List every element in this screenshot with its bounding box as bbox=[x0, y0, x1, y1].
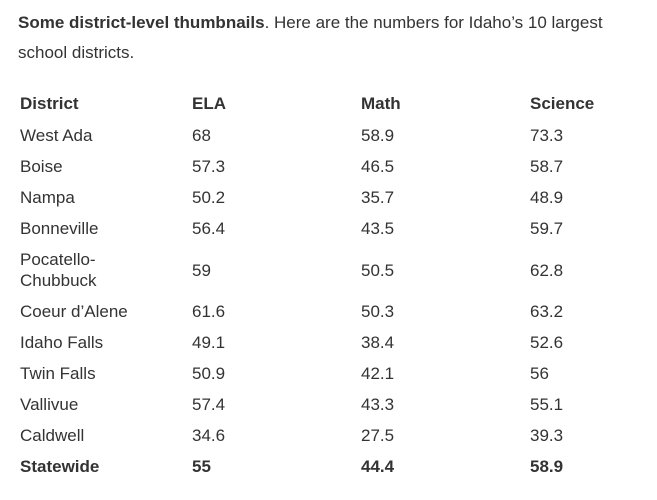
intro-paragraph: Some district-level thumbnails. Here are… bbox=[18, 8, 648, 68]
statewide-total-row: Statewide 55 44.4 58.9 bbox=[10, 451, 642, 482]
table-row: West Ada 68 58.9 73.3 bbox=[10, 120, 642, 151]
science-score: 63.2 bbox=[530, 301, 564, 321]
header-district: District bbox=[20, 94, 79, 113]
math-score: 27.5 bbox=[361, 425, 395, 445]
header-math: Math bbox=[361, 94, 401, 113]
table-row: Coeur d’Alene 61.6 50.3 63.2 bbox=[10, 296, 642, 327]
science-score: 58.9 bbox=[530, 456, 564, 476]
table-row: Bonneville 56.4 43.5 59.7 bbox=[10, 213, 642, 244]
table-row: Pocatello- Chubbuck 59 50.5 62.8 bbox=[10, 244, 642, 296]
ela-score: 57.4 bbox=[192, 394, 226, 414]
ela-score: 49.1 bbox=[192, 332, 226, 352]
district-name: Nampa bbox=[20, 187, 75, 207]
science-score: 55.1 bbox=[530, 394, 564, 414]
header-science: Science bbox=[530, 94, 595, 113]
science-score: 39.3 bbox=[530, 425, 564, 445]
table-row: Idaho Falls 49.1 38.4 52.6 bbox=[10, 327, 642, 358]
district-name: Statewide bbox=[20, 456, 100, 476]
math-score: 42.1 bbox=[361, 363, 395, 383]
district-name: West Ada bbox=[20, 125, 93, 145]
science-score: 56 bbox=[530, 363, 549, 383]
science-score: 52.6 bbox=[530, 332, 564, 352]
table-row: Nampa 50.2 35.7 48.9 bbox=[10, 182, 642, 213]
science-score: 59.7 bbox=[530, 218, 564, 238]
district-name: Idaho Falls bbox=[20, 332, 104, 352]
ela-score: 50.2 bbox=[192, 187, 226, 207]
district-scores-table: District ELA Math Science West Ada 68 58… bbox=[10, 88, 642, 482]
math-score: 43.3 bbox=[361, 394, 395, 414]
ela-score: 55 bbox=[192, 456, 211, 476]
district-name: Pocatello- Chubbuck bbox=[20, 250, 97, 290]
math-score: 50.5 bbox=[361, 260, 395, 280]
intro-bold-lead: Some district-level thumbnails bbox=[18, 13, 265, 32]
ela-score: 68 bbox=[192, 125, 211, 145]
math-score: 44.4 bbox=[361, 456, 395, 476]
table-row: Boise 57.3 46.5 58.7 bbox=[10, 151, 642, 182]
district-name: Boise bbox=[20, 156, 63, 176]
science-score: 73.3 bbox=[530, 125, 564, 145]
district-name: Bonneville bbox=[20, 218, 99, 238]
district-name: Caldwell bbox=[20, 425, 85, 445]
ela-score: 50.9 bbox=[192, 363, 226, 383]
district-name: Vallivue bbox=[20, 394, 79, 414]
ela-score: 59 bbox=[192, 260, 211, 280]
district-name: Coeur d’Alene bbox=[20, 301, 128, 321]
table-header-row: District ELA Math Science bbox=[10, 88, 642, 120]
science-score: 48.9 bbox=[530, 187, 564, 207]
math-score: 43.5 bbox=[361, 218, 395, 238]
ela-score: 56.4 bbox=[192, 218, 226, 238]
district-name: Twin Falls bbox=[20, 363, 96, 383]
math-score: 38.4 bbox=[361, 332, 395, 352]
ela-score: 61.6 bbox=[192, 301, 226, 321]
science-score: 62.8 bbox=[530, 260, 564, 280]
table-row: Vallivue 57.4 43.3 55.1 bbox=[10, 389, 642, 420]
table-row: Caldwell 34.6 27.5 39.3 bbox=[10, 420, 642, 451]
intro-text: . Here are the numbers for Idaho’s 10 la… bbox=[18, 13, 603, 62]
table-row: Twin Falls 50.9 42.1 56 bbox=[10, 358, 642, 389]
math-score: 46.5 bbox=[361, 156, 395, 176]
math-score: 35.7 bbox=[361, 187, 395, 207]
header-ela: ELA bbox=[192, 94, 226, 113]
math-score: 58.9 bbox=[361, 125, 395, 145]
science-score: 58.7 bbox=[530, 156, 564, 176]
math-score: 50.3 bbox=[361, 301, 395, 321]
ela-score: 57.3 bbox=[192, 156, 226, 176]
ela-score: 34.6 bbox=[192, 425, 226, 445]
